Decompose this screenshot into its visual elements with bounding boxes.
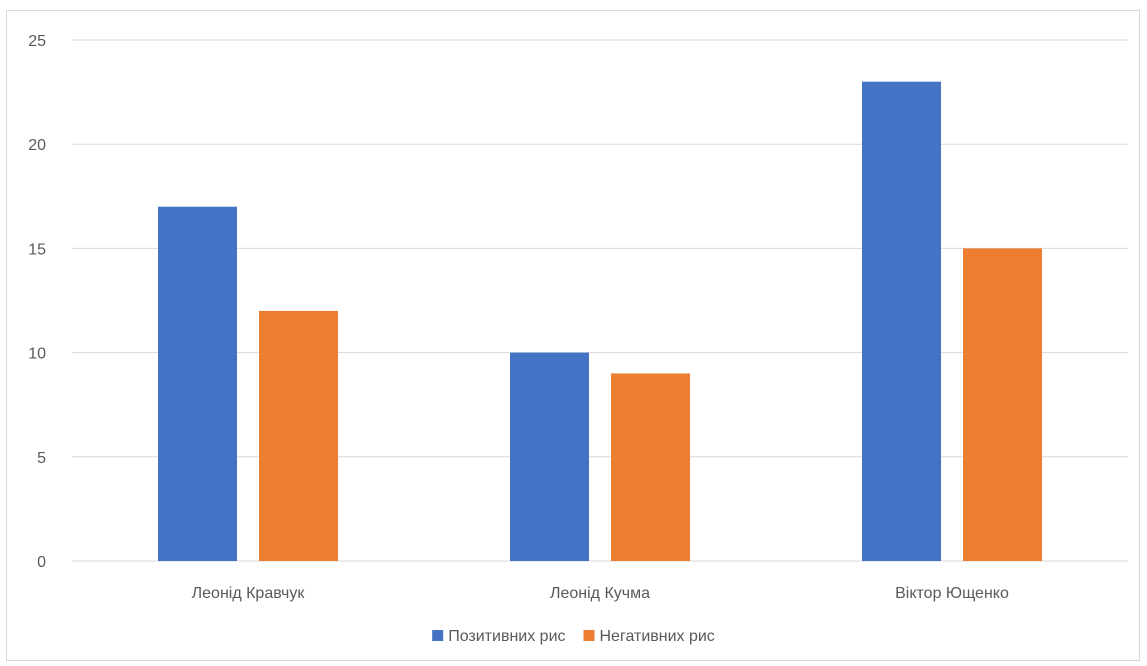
- legend-swatch: [432, 630, 444, 641]
- bar-negative: [963, 248, 1042, 561]
- x-tick-label: Леонід Кравчук: [192, 585, 306, 602]
- legend-swatch: [583, 630, 595, 641]
- x-tick-label: Віктор Ющенко: [895, 585, 1009, 602]
- gridlines: [72, 39, 1128, 562]
- y-tick-label: 20: [28, 137, 46, 154]
- y-tick-label: 10: [28, 346, 46, 363]
- x-tick-label: Леонід Кучма: [550, 585, 650, 602]
- y-tick-label: 0: [37, 554, 46, 571]
- legend: Позитивних рис Негативних рис: [432, 628, 715, 645]
- legend-label: Позитивних рис: [448, 628, 565, 645]
- bar-positive: [510, 352, 589, 561]
- legend-label: Негативних рис: [600, 628, 715, 645]
- x-axis-ticks: Леонід Кравчук Леонід Кучма Віктор Ющенко: [192, 585, 1009, 602]
- y-tick-label: 5: [37, 450, 46, 467]
- bar-negative: [611, 373, 690, 561]
- bars: [158, 81, 1042, 562]
- y-tick-label: 25: [28, 33, 46, 50]
- bar-positive: [862, 81, 941, 562]
- bar-positive: [158, 206, 237, 561]
- y-axis-ticks: 0 5 10 15 20 25: [28, 33, 46, 571]
- bar-negative: [259, 310, 338, 561]
- y-tick-label: 15: [28, 241, 46, 258]
